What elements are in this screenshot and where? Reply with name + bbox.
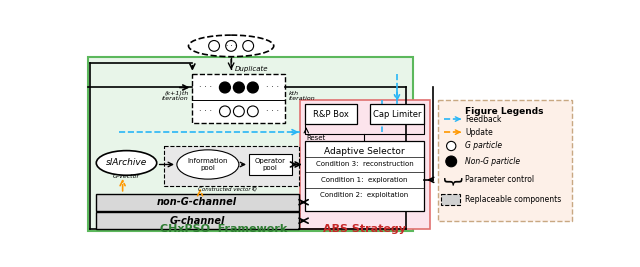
Text: · · ·: · · · xyxy=(266,107,279,116)
Text: Adaptive Selector: Adaptive Selector xyxy=(324,147,404,156)
Ellipse shape xyxy=(177,150,239,179)
Bar xyxy=(95,194,298,211)
Ellipse shape xyxy=(189,35,274,57)
Text: Figure Legends: Figure Legends xyxy=(465,107,544,116)
Text: Constructed vector Q: Constructed vector Q xyxy=(198,186,257,191)
Circle shape xyxy=(209,41,220,51)
Text: non-G-channel: non-G-channel xyxy=(157,197,237,207)
Text: Condition 3:  reconstruction: Condition 3: reconstruction xyxy=(316,162,413,167)
Text: Cap Limiter: Cap Limiter xyxy=(372,110,421,119)
Text: Update: Update xyxy=(465,128,493,137)
Bar xyxy=(193,74,285,123)
Bar xyxy=(305,142,424,211)
Circle shape xyxy=(220,106,230,117)
Text: Feedback: Feedback xyxy=(465,115,502,124)
Bar xyxy=(441,194,460,205)
Text: · · ·: · · · xyxy=(199,83,212,92)
Bar xyxy=(249,154,292,175)
Text: (k+1)th
iteration: (k+1)th iteration xyxy=(162,91,189,101)
Circle shape xyxy=(248,82,259,93)
Bar xyxy=(438,100,572,221)
Ellipse shape xyxy=(96,151,157,175)
Text: Information
pool: Information pool xyxy=(188,158,228,171)
Text: · · ·: · · · xyxy=(199,107,212,116)
Circle shape xyxy=(234,106,244,117)
Text: G particle: G particle xyxy=(465,142,502,151)
Circle shape xyxy=(220,82,230,93)
Text: G-vector: G-vector xyxy=(113,175,140,179)
Text: Condition 1:  exploration: Condition 1: exploration xyxy=(321,177,408,183)
Text: Operator
pool: Operator pool xyxy=(254,158,285,171)
Text: Duplicate: Duplicate xyxy=(235,66,269,72)
Bar xyxy=(95,212,298,229)
Text: Non-G particle: Non-G particle xyxy=(465,157,520,166)
Text: {: { xyxy=(442,173,461,185)
Text: · · ·: · · · xyxy=(266,83,279,92)
Text: Parameter control: Parameter control xyxy=(465,175,534,184)
Text: kth
iteration: kth iteration xyxy=(289,91,316,101)
Circle shape xyxy=(234,82,244,93)
Circle shape xyxy=(243,41,253,51)
Circle shape xyxy=(446,156,457,167)
Circle shape xyxy=(226,41,237,51)
Bar xyxy=(300,100,430,229)
Text: Reset: Reset xyxy=(307,135,326,141)
Circle shape xyxy=(248,106,259,117)
Circle shape xyxy=(447,142,456,151)
Text: Condition 2:  exploitation: Condition 2: exploitation xyxy=(320,192,408,198)
Bar xyxy=(370,104,424,124)
Text: ABS Strategy: ABS Strategy xyxy=(323,224,406,234)
Text: · · ·: · · · xyxy=(225,43,237,49)
Bar xyxy=(305,104,358,124)
Text: R&P Box: R&P Box xyxy=(313,110,349,119)
Text: s: s xyxy=(252,186,255,191)
Bar xyxy=(88,57,413,231)
Text: Replaceable components: Replaceable components xyxy=(465,195,561,204)
Text: slArchive: slArchive xyxy=(106,158,147,167)
Bar xyxy=(164,146,300,186)
Text: CHxPSO  Framework: CHxPSO Framework xyxy=(160,224,287,234)
Text: G-channel: G-channel xyxy=(170,216,225,226)
